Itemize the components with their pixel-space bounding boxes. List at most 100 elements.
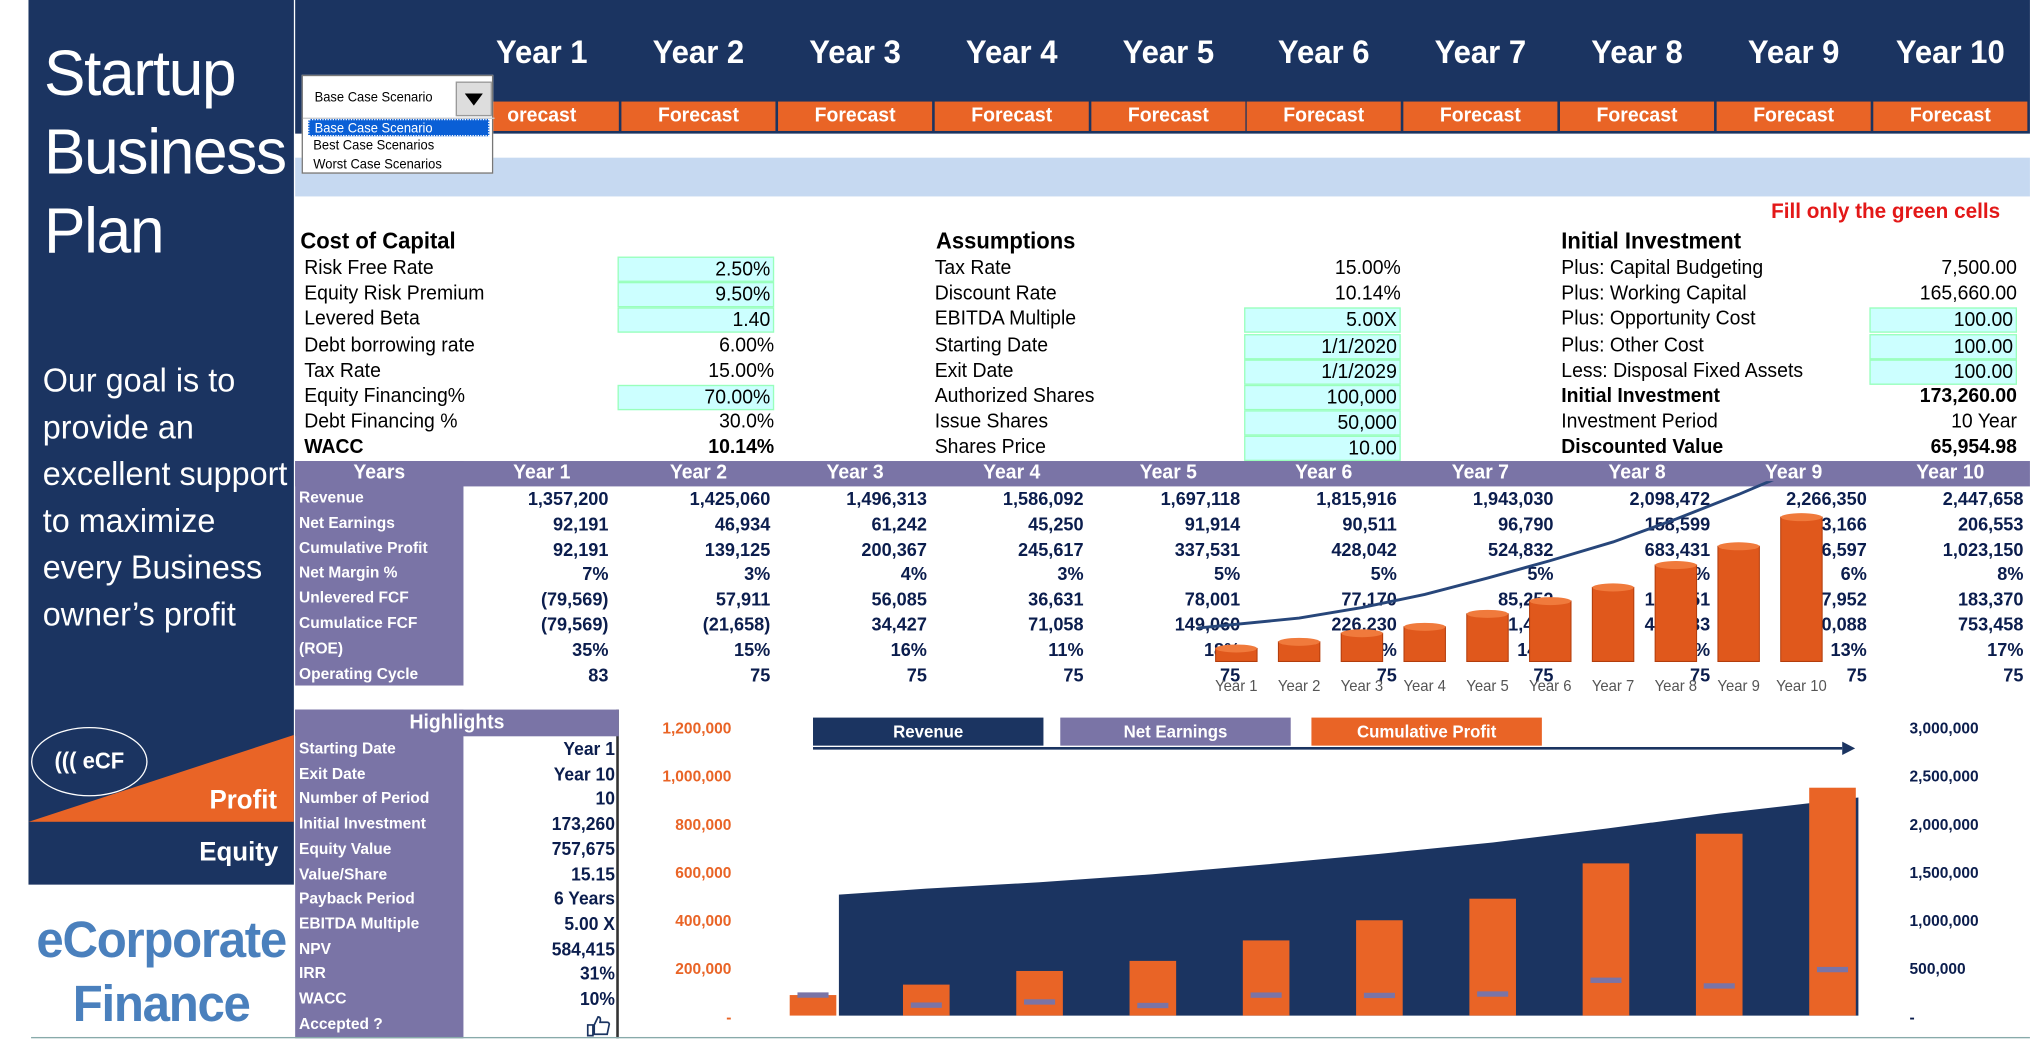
cost_of_capital-value[interactable]: 1.40 [617,307,775,333]
year-header-7: Year 7 [1434,34,1527,71]
summary-cell: 158,599 [1644,513,1711,535]
highlight-label: IRR [299,963,326,983]
highlight-label: WACC [299,988,347,1008]
mini-cumulative-bar [1529,600,1572,663]
initial_investment-label: Plus: Working Capital [1561,281,1747,305]
scenario-option-base[interactable]: Base Case Scenario [308,118,490,137]
net-earnings-marker [1590,977,1622,983]
initial_investment-value: 165,660.00 [1919,281,2017,305]
net-earnings-marker [1703,983,1735,989]
mini-chart: Year 1 Year 2 Year 3 Year 4 Year 5 Year 6 Year… [1197,481,1827,695]
highlight-label: Accepted ? [299,1013,383,1033]
summary-cell: 139,125 [704,538,771,560]
summary-cell: 524,832 [1488,538,1554,560]
highlight-label: Initial Investment [299,813,426,833]
net-earnings-marker [910,1002,942,1008]
cost_of_capital-label: Tax Rate [304,359,381,383]
cumulative-profit-bar [1469,898,1516,1016]
highlights-title: Highlights [295,709,619,737]
summary-cell: 1,586,092 [1002,487,1084,510]
highlight-label: NPV [299,938,332,958]
mini-bar-cap [1403,622,1446,631]
cost_of_capital-value[interactable]: 2.50% [617,256,775,282]
initial_investment-label: Investment Period [1561,410,1718,433]
highlight-label: Payback Period [299,888,415,908]
cost_of_capital-value[interactable]: 9.50% [617,281,775,308]
summary-cell: 183,370 [1957,587,2024,610]
left-axis-tick: 1,200,000 [662,718,732,738]
summary-cell: 6% [1840,562,1867,584]
mini-cumulative-bar [1780,516,1823,663]
summary-cell: 11% [1048,638,1084,661]
summary-year-2: Year 2 [669,461,728,484]
assumptions-value[interactable]: 10.00 [1244,435,1401,462]
mini-cumulative-bar [1654,564,1698,663]
summary-cell: 35% [572,638,609,661]
mini-bar-cap [1655,561,1697,570]
assumptions-value[interactable]: 1/1/2020 [1244,334,1401,360]
cumulative-profit-bar [1582,863,1630,1016]
scenario-option-worst[interactable]: Worst Case Scenarios [313,157,442,173]
assumptions-value[interactable]: 5.00X [1244,307,1401,333]
highlight-value: 173,260 [551,813,615,834]
year-header-10: Year 10 [1895,34,2005,71]
highlight-value: Year 10 [553,763,615,784]
summary-cell: 75 [2003,664,2024,686]
bottom-divider [31,1036,2030,1039]
summary-cell: 3% [1057,562,1084,584]
mini-x-tick: Year 10 [1776,678,1827,695]
summary-cell: 7% [582,562,609,584]
summary-cell: 92,191 [553,513,609,535]
summary-row-label: Operating Cycle [299,664,419,683]
fill-notice: Fill only the green cells [1771,200,2001,224]
scenario-selected[interactable]: Base Case Scenario [302,76,495,119]
forecast-cell-8: Forecast [1559,101,1715,131]
net-earnings-marker [1477,991,1509,997]
summary-cell: 75 [1220,664,1241,686]
scenario-option-best[interactable]: Best Case Scenarios [313,138,435,154]
mini-bar-cap [1717,542,1760,551]
summary-cell: 206,553 [1957,513,2024,535]
summary-cell: (21,658) [702,613,771,635]
summary-cell: 200,367 [861,538,927,560]
summary-cell: 45,250 [1028,513,1084,535]
net-earnings-marker [1137,1002,1169,1009]
mini-bar-cap [1341,629,1383,638]
forecast-cell-10: Forecast [1873,101,2028,131]
summary-cell: 75 [1689,664,1711,686]
summary-cell: 245,617 [1018,538,1084,560]
assumptions-value[interactable]: 50,000 [1244,410,1401,436]
summary-cell: 75 [1533,664,1554,686]
cost_of_capital-label: Equity Risk Premium [304,281,485,305]
assumptions-value[interactable]: 100,000 [1244,384,1401,411]
right-axis-tick: 2,000,000 [1909,815,1979,834]
mini-x-tick: Year 4 [1403,678,1445,695]
initial_investment-value[interactable]: 100.00 [1869,307,2017,333]
summary-cell: 2,266,350 [1786,487,1867,510]
summary-row-label: Revenue [299,487,364,507]
summary-cell: 5% [1214,562,1241,584]
assumptions-label: Starting Date [934,334,1049,357]
forecast-cell-6: Forecast [1246,101,1401,131]
highlight-label: Exit Date [299,763,366,783]
scenario-dropdown[interactable]: Base Case Scenario Base Case Scenario Be… [301,74,495,174]
highlight-value: 31% [579,963,615,984]
mini-bar-cap [1215,644,1258,653]
legend-cumulative-profit: Cumulative Profit [1311,717,1542,746]
summary-cell: 8% [1997,562,2024,584]
summary-cell: 428,042 [1331,538,1397,560]
right-axis-tick: 1,500,000 [1909,863,1979,882]
summary-cell: 1,023,150 [1942,538,2024,560]
initial_investment-value[interactable]: 100.00 [1869,334,2017,360]
summary-cell: (79,569) [540,613,609,635]
mini-x-tick: Year 6 [1529,678,1571,695]
initial_investment-value[interactable]: 100.00 [1869,359,2017,385]
net-earnings-marker [1816,966,1849,973]
ecf-logo: ((( eCF [31,726,148,797]
assumptions-value: 15.00% [1334,256,1401,280]
summary-cell: 16% [890,638,927,661]
chevron-down-icon[interactable] [455,81,492,117]
assumptions-value[interactable]: 1/1/2029 [1244,359,1401,385]
cost_of_capital-value[interactable]: 70.00% [617,384,775,411]
summary-cell: 5% [1527,562,1554,584]
